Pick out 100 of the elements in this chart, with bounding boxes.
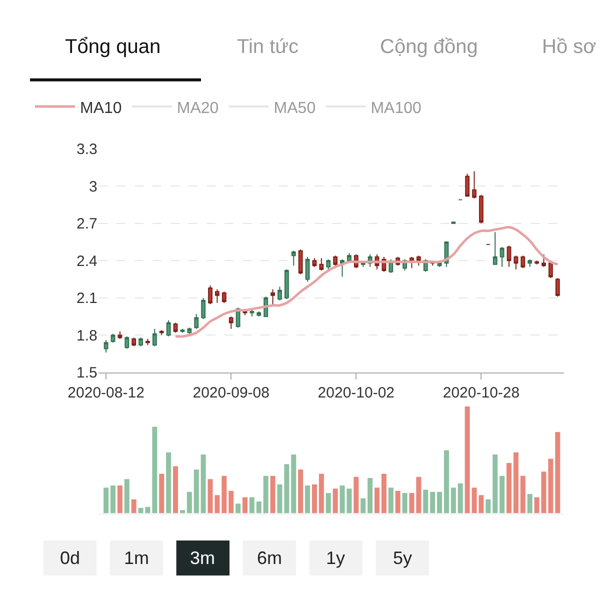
candlestick — [548, 260, 553, 279]
legend-label: MA50 — [274, 100, 316, 117]
candlestick — [340, 258, 344, 278]
candlestick — [118, 330, 122, 340]
bar — [256, 502, 262, 514]
text: Cộng đồng — [380, 36, 478, 58]
legend-label: MA100 — [370, 100, 422, 117]
candlestick — [278, 286, 282, 301]
candlestick — [506, 245, 512, 268]
bar — [450, 488, 456, 514]
candlestick — [256, 311, 262, 317]
bar — [236, 504, 241, 514]
bar — [152, 426, 158, 514]
candlestick — [104, 340, 108, 354]
x-tick-label: 2020-10-02 — [318, 384, 395, 402]
bar — [500, 476, 505, 514]
y-tick-label: 1.8 — [76, 327, 98, 344]
candlestick — [465, 173, 470, 197]
y-tick-label: 2.4 — [76, 252, 98, 270]
candlestick — [215, 288, 220, 304]
candlestick — [138, 337, 143, 347]
bar — [354, 476, 359, 514]
candlestick — [472, 170, 476, 200]
text: 5y — [393, 548, 412, 568]
x-tick-label: 2020-09-08 — [192, 384, 270, 402]
candlestick — [208, 284, 212, 305]
bar — [395, 490, 400, 514]
text: 0d — [60, 548, 80, 568]
x-tick-label: 2020-10-28 — [442, 384, 520, 402]
candlestick — [124, 336, 130, 350]
bar — [166, 452, 172, 514]
candlestick — [479, 194, 484, 224]
candlestick — [555, 278, 560, 298]
text: 3m — [190, 548, 216, 568]
bar — [249, 497, 254, 514]
legend-label: MA10 — [80, 100, 122, 117]
legend-label: MA20 — [176, 100, 219, 117]
bar — [423, 490, 428, 514]
candlestick — [500, 246, 504, 268]
bar — [402, 492, 408, 514]
bar — [458, 483, 463, 514]
text: 6m — [257, 548, 282, 568]
candlestick — [201, 297, 206, 320]
bar — [381, 474, 386, 514]
x-tick-label: 2020-08-12 — [68, 384, 144, 402]
bar — [270, 476, 276, 514]
candlestick — [166, 320, 171, 337]
bar — [332, 488, 338, 514]
y-tick-label: 3 — [89, 178, 98, 196]
y-tick-label: 3.3 — [76, 141, 98, 158]
bar — [318, 474, 324, 514]
bar — [298, 469, 304, 514]
line-series — [174, 226, 559, 338]
candlestick — [542, 254, 546, 268]
text: 1y — [326, 548, 346, 568]
bar — [291, 454, 296, 514]
bar — [534, 497, 540, 514]
candlestick — [187, 327, 192, 334]
bar — [555, 432, 560, 514]
candlestick — [152, 328, 157, 347]
bar — [527, 494, 532, 514]
candlestick — [305, 256, 310, 282]
bar — [312, 484, 317, 514]
bar — [180, 510, 185, 514]
bar — [492, 454, 498, 514]
text: Tin tức — [237, 36, 299, 58]
text: Hồ sơ — [542, 36, 596, 58]
bar — [263, 476, 268, 514]
candlestick — [222, 291, 226, 304]
bar — [110, 485, 116, 514]
candlestick — [194, 314, 199, 330]
candlestick — [312, 258, 317, 268]
candlestick — [132, 337, 136, 347]
bar — [374, 488, 380, 514]
bar — [430, 492, 436, 514]
candlestick — [291, 250, 296, 266]
bar — [437, 492, 442, 514]
bar — [131, 499, 136, 514]
bar — [117, 485, 122, 514]
bar — [464, 406, 470, 514]
bar — [104, 488, 109, 514]
bar — [173, 466, 178, 514]
y-tick-label: 2.7 — [76, 216, 98, 233]
bar — [513, 452, 518, 514]
y-tick-label: 1.5 — [76, 364, 98, 382]
candlestick — [270, 288, 275, 306]
bar — [222, 476, 227, 514]
candlestick — [250, 308, 254, 317]
bar — [194, 469, 199, 514]
text: Tổng quan — [65, 36, 161, 58]
candlestick — [520, 255, 526, 269]
candlestick — [180, 328, 185, 334]
bar — [368, 478, 373, 514]
candlestick — [298, 248, 303, 275]
candlestick — [159, 330, 164, 336]
candlestick — [347, 252, 352, 262]
candlestick — [492, 232, 498, 265]
bar — [506, 463, 512, 514]
candlestick — [284, 268, 289, 300]
candlestick — [110, 333, 116, 344]
